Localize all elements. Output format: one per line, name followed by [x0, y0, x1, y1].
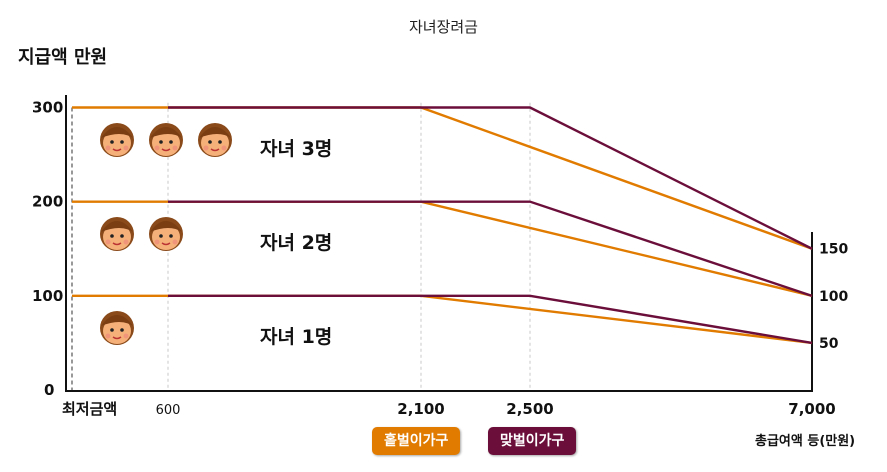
series-0-line-0 [72, 106, 813, 250]
right-tick-label: 50 [819, 336, 839, 352]
series-1-line-0 [168, 106, 813, 250]
child-face-icon [198, 123, 232, 157]
x-tick-label: 600 [156, 403, 181, 418]
series-1-line-2 [168, 294, 813, 345]
x-tick-label: 2,100 [397, 400, 444, 418]
child-face-icon [100, 217, 134, 251]
series-1-line-1 [168, 200, 813, 297]
x-tick-label: 2,500 [506, 400, 553, 418]
right-tick-label: 100 [819, 289, 848, 305]
series-0-line-2 [72, 294, 813, 345]
y-tick-label: 300 [32, 98, 63, 116]
y-axis-title: 지급액 만원 [18, 47, 107, 68]
annotation-label: 자녀 2명 [260, 232, 332, 254]
child-face-icon [149, 217, 183, 251]
x-axis-title: 총급여액 등(만원) [755, 434, 856, 449]
series-0-line-1 [72, 200, 813, 297]
annotation-label: 자녀 1명 [260, 326, 332, 348]
child-face-icon [100, 123, 134, 157]
chart-title: 자녀장려금 [408, 18, 478, 36]
annotation-label: 자녀 3명 [260, 138, 332, 160]
y-tick-label: 200 [32, 193, 63, 211]
y-tick-label: 0 [44, 381, 54, 399]
child-face-icon [149, 123, 183, 157]
x-tick-label: 최저금액 [62, 400, 117, 418]
x-tick-label: 7,000 [788, 400, 835, 418]
child-face-icon [100, 311, 134, 345]
y-tick-label: 100 [32, 287, 63, 305]
right-tick-label: 150 [819, 242, 848, 258]
legend-single-income: 홑벌이가구 [372, 427, 461, 455]
legend-dual-income: 맞벌이가구 [488, 427, 577, 455]
